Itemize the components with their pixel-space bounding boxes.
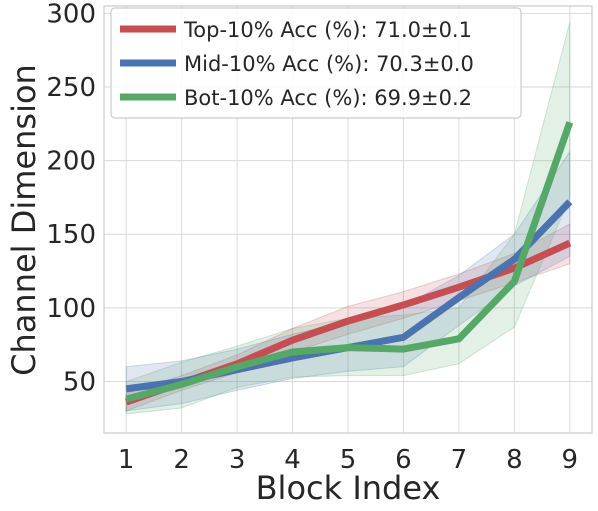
legend: Top-10% Acc (%): 71.0±0.1 Mid-10% Acc (%)… xyxy=(110,7,522,119)
y-tick-label: 100 xyxy=(46,294,96,324)
y-tick-label: 300 xyxy=(46,0,96,29)
legend-entry: Bot-10% Acc (%): 69.9±0.2 xyxy=(184,86,472,110)
x-tick-label: 5 xyxy=(340,445,357,475)
x-tick-label: 3 xyxy=(229,445,246,475)
x-tick-label: 2 xyxy=(173,445,190,475)
x-tick-label: 7 xyxy=(451,445,468,475)
y-tick-labels: 50 100 150 200 250 300 xyxy=(46,0,96,397)
plot-frame xyxy=(103,5,593,434)
x-tick-label: 4 xyxy=(284,445,301,475)
y-tick-label: 200 xyxy=(46,147,96,177)
x-tick-label: 1 xyxy=(118,445,135,475)
y-tick-label: 250 xyxy=(46,73,96,103)
legend-entry: Mid-10% Acc (%): 70.3±0.0 xyxy=(184,52,474,76)
y-tick-label: 50 xyxy=(63,367,96,397)
legend-box xyxy=(110,7,522,119)
confidence-band-3 xyxy=(125,22,571,415)
x-tick-label: 8 xyxy=(506,445,523,475)
series-lines xyxy=(125,121,574,406)
y-tick-label: 150 xyxy=(46,220,96,250)
x-tick-label: 9 xyxy=(562,445,579,475)
legend-entry: Top-10% Acc (%): 71.0±0.1 xyxy=(183,18,472,42)
y-axis-label: Channel Dimension xyxy=(5,64,43,376)
x-tick-label: 6 xyxy=(395,445,412,475)
series-line-3 xyxy=(125,121,574,403)
x-axis-label: Block Index xyxy=(256,469,441,507)
x-tick-labels: 1 2 3 4 5 6 7 8 9 xyxy=(118,445,578,475)
